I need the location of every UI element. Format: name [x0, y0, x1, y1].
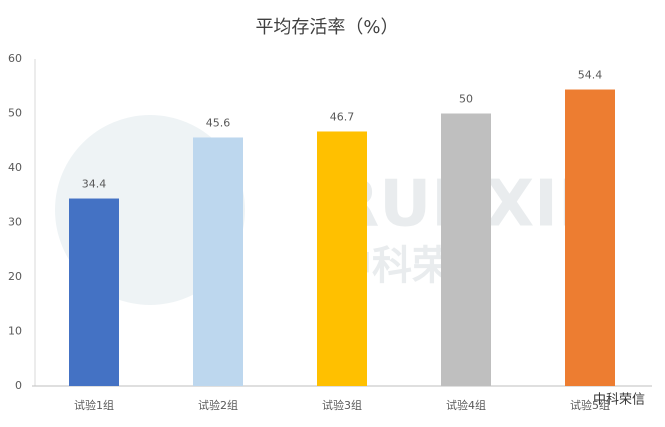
y-tick-label: 20: [8, 270, 22, 283]
x-tick-label: 试验1组: [74, 398, 114, 412]
value-label: 50: [459, 93, 473, 106]
y-tick-label: 30: [8, 216, 22, 229]
chart-title: 平均存活率（%）: [255, 17, 398, 38]
bar: [565, 89, 615, 387]
x-tick-label: 试验5组: [570, 398, 610, 412]
x-tick-label: 试验2组: [198, 398, 238, 412]
value-label: 45.6: [206, 116, 231, 129]
x-tick-label: 试验3组: [322, 398, 362, 412]
value-label: 46.7: [330, 110, 355, 123]
bar: [317, 131, 367, 386]
y-tick-label: 10: [8, 325, 22, 338]
value-label: 54.4: [578, 69, 603, 82]
bar: [193, 137, 243, 386]
bar: [441, 113, 491, 386]
x-tick-label: 试验4组: [446, 398, 486, 412]
bar: [69, 198, 119, 386]
y-tick-label: 0: [15, 379, 22, 392]
y-tick-label: 60: [8, 52, 22, 65]
y-tick-label: 40: [8, 161, 22, 174]
source-mark: 中科荣信: [593, 393, 645, 408]
y-tick-label: 50: [8, 107, 22, 120]
value-label: 34.4: [82, 178, 107, 191]
